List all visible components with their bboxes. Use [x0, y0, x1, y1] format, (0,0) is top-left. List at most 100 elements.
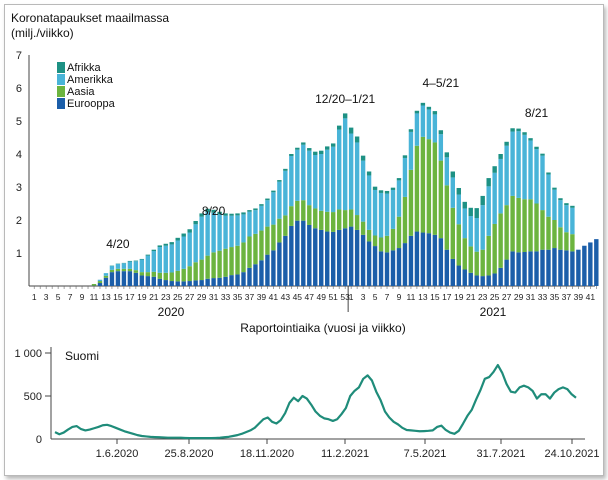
bar-segment-eurooppa: [145, 276, 151, 286]
bar-segment-eurooppa: [384, 252, 390, 286]
period-annotation: 4–5/21: [422, 76, 459, 90]
bar-segment-amerikka: [331, 146, 336, 213]
bar-segment-eurooppa: [115, 271, 121, 286]
bar-segment-eurooppa: [498, 267, 503, 286]
bar-segment-eurooppa: [426, 233, 432, 286]
top-chart-title: Koronatapaukset maailmassa: [11, 11, 169, 25]
week-tick-label: 35: [233, 292, 243, 302]
week-tick-label: 11: [407, 292, 416, 302]
bar-segment-eurooppa: [307, 224, 312, 286]
legend-label-aasia: Aasia: [67, 86, 95, 98]
bar-segment-amerikka: [342, 118, 348, 211]
bar-segment-aasia: [325, 211, 330, 232]
bar-segment-amerikka: [372, 189, 378, 236]
bar-segment-amerikka: [462, 208, 467, 239]
bar-segment-aasia: [372, 235, 378, 247]
bar-segment-eurooppa: [360, 234, 366, 286]
week-tick-label: 41: [269, 292, 279, 302]
bar-segment-amerikka: [336, 129, 342, 210]
bar-segment-amerikka: [181, 236, 186, 269]
bar-segment-amerikka: [396, 180, 402, 217]
week-tick-label: 7: [385, 292, 390, 302]
bar-segment-amerikka: [408, 131, 414, 170]
week-tick-label: 23: [478, 292, 488, 302]
bar-segment-amerikka: [522, 134, 527, 200]
bar-segment-eurooppa: [474, 275, 479, 286]
bar-segment-aasia: [342, 210, 348, 229]
bar-segment-afrikka: [247, 210, 252, 212]
bar-segment-aasia: [235, 245, 240, 275]
bar-segment-amerikka: [438, 134, 444, 161]
bar-segment-afrikka: [235, 213, 240, 216]
bar-segment-amerikka: [384, 193, 390, 236]
bar-segment-afrikka: [414, 110, 420, 114]
bar-segment-afrikka: [366, 171, 372, 176]
bar-segment-eurooppa: [414, 231, 420, 286]
top-x-tick-labels: 1 3 5 7 9 11 13 15 17 19 21 23 25 27 29 31 33 35 37 39 41 43 4…: [32, 292, 596, 302]
bar-segment-afrikka: [265, 198, 270, 201]
bar-segment-eurooppa: [420, 232, 426, 286]
bar-segment-aasia: [486, 235, 491, 276]
bar-segment-afrikka: [564, 203, 569, 206]
bar-segment-amerikka: [570, 207, 575, 235]
week-tick-label: 5: [56, 292, 61, 302]
bar-segment-afrikka: [378, 190, 384, 193]
bar-segment-amerikka: [193, 224, 198, 263]
bar-segment-eurooppa: [342, 228, 348, 286]
bar-segment-aasia: [396, 216, 402, 249]
bar-segment-eurooppa: [283, 235, 288, 286]
bar-segment-eurooppa: [348, 226, 354, 286]
bar-segment-afrikka: [432, 111, 438, 115]
bar-segment-amerikka: [564, 205, 569, 233]
bar-segment-amerikka: [259, 205, 264, 231]
bar-segment-afrikka: [552, 187, 557, 190]
bar-segment-eurooppa: [313, 228, 318, 286]
week-tick-label: 15: [113, 292, 123, 302]
bar-segment-amerikka: [307, 150, 312, 206]
bar-segment-aasia: [175, 270, 180, 282]
bar-segment-amerikka: [277, 181, 282, 219]
week-tick-label: 21: [466, 292, 476, 302]
bar-segment-aasia: [295, 200, 300, 221]
week-tick-label: 1: [32, 292, 37, 302]
bar-segment-afrikka: [474, 208, 479, 219]
bar-segment-amerikka: [223, 215, 228, 249]
bar-segment-aasia: [187, 266, 192, 282]
bar-segment-eurooppa: [564, 250, 569, 286]
bar-segment-afrikka: [558, 198, 563, 201]
week-tick-label: 51: [328, 292, 338, 302]
bar-segment-aasia: [540, 210, 545, 250]
bar-segment-afrikka: [354, 136, 360, 143]
bar-segment-afrikka: [408, 129, 414, 132]
bar-segment-aasia: [456, 224, 461, 266]
bar-segment-amerikka: [313, 154, 318, 209]
bar-segment-afrikka: [313, 151, 318, 155]
bar-segment-eurooppa: [534, 251, 539, 286]
bar-segment-aasia: [348, 209, 354, 227]
bar-segment-amerikka: [151, 251, 156, 272]
bar-segment-aasia: [378, 237, 384, 252]
bar-segment-amerikka: [534, 149, 539, 204]
bottom-y-tick-label: 1 000: [14, 348, 42, 360]
bar-segment-eurooppa: [133, 272, 139, 286]
bar-segment-afrikka: [390, 187, 396, 190]
bar-segment-afrikka: [438, 130, 444, 135]
bar-segment-aasia: [558, 227, 563, 250]
bar-segment-amerikka: [354, 142, 360, 216]
bar-segment-amerikka: [103, 273, 109, 276]
bar-segment-aasia: [336, 209, 342, 230]
bar-segment-aasia: [193, 262, 198, 281]
bar-segment-aasia: [169, 272, 174, 282]
bar-segment-aasia: [420, 136, 426, 233]
bar-segment-afrikka: [384, 190, 390, 194]
bar-segment-aasia: [289, 206, 294, 226]
bar-segment-aasia: [354, 215, 360, 230]
top-bar-group: [33, 102, 599, 312]
bar-segment-aasia: [145, 272, 151, 277]
bar-segment-amerikka: [295, 149, 300, 201]
bar-segment-amerikka: [229, 215, 234, 248]
bar-segment-eurooppa: [217, 277, 222, 286]
top-y-tick-label: 4: [16, 149, 22, 161]
bar-segment-afrikka: [307, 148, 312, 151]
bar-segment-eurooppa: [235, 274, 240, 286]
